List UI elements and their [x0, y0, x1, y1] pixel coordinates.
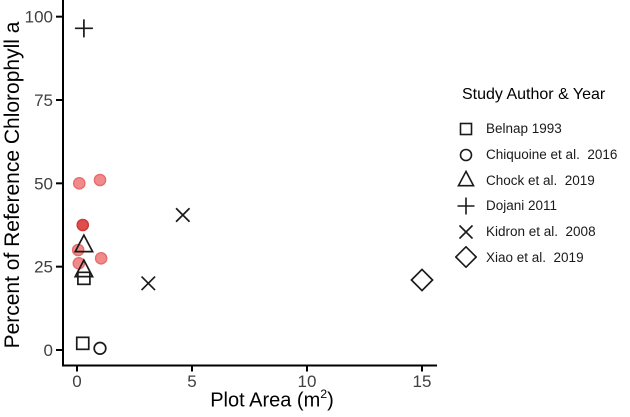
- legend-label: Kidron et al. 2008: [486, 224, 596, 240]
- legend-label: Belnap 1993: [486, 121, 562, 137]
- data-point-diamond: [410, 268, 434, 292]
- legend-item: Belnap 1993: [455, 116, 630, 142]
- legend-label: Chock et al. 2019: [486, 172, 595, 188]
- legend: Study Author & Year Belnap 1993 Chiquoine…: [455, 86, 630, 270]
- filled-data-point: [94, 252, 108, 265]
- y-tick-label: 100: [25, 8, 53, 27]
- y-tick-label: 50: [34, 174, 53, 193]
- legend-item: Chock et al. 2019: [455, 167, 630, 193]
- data-point-triangle: [73, 258, 95, 278]
- data-point-circle: [93, 341, 107, 355]
- legend-item: Dojani 2011: [455, 193, 630, 219]
- x-tick-label: 10: [298, 372, 317, 391]
- legend-marker-triangle-icon: [457, 169, 475, 187]
- legend-item: Xiao et al. 2019: [455, 244, 630, 270]
- data-point-x: [175, 207, 191, 223]
- data-point-square: [77, 271, 91, 286]
- y-tick-label: 75: [34, 91, 53, 110]
- legend-marker-square-icon: [459, 122, 473, 136]
- filled-data-point: [73, 177, 86, 190]
- legend-label: Chiquoine et al. 2016: [486, 147, 618, 163]
- x-axis-title: Plot Area (m2): [172, 386, 372, 413]
- legend-item: Chiquoine et al. 2016: [455, 142, 630, 168]
- data-point-square: [75, 336, 90, 351]
- legend-marker-x-icon: [458, 224, 474, 239]
- x-tick-label: 0: [72, 372, 81, 391]
- legend-label: Xiao et al. 2019: [486, 249, 584, 265]
- legend-marker-diamond-icon: [455, 246, 477, 269]
- data-point-triangle: [73, 233, 95, 253]
- legend-items: Belnap 1993 Chiquoine et al. 2016 Chock et…: [455, 116, 630, 270]
- filled-data-point: [93, 173, 107, 187]
- y-tick-label: 25: [34, 258, 53, 277]
- filled-data-point-dark: [76, 218, 90, 232]
- x-axis-title-text: Plot Area (m: [210, 389, 321, 412]
- x-tick-label: 15: [413, 372, 432, 391]
- y-axis-title: Percent of Reference Chlorophyll a: [1, 5, 27, 365]
- x-axis-title-close-paren: ): [327, 389, 334, 412]
- data-point-plus: [74, 19, 93, 38]
- legend-label: Dojani 2011: [486, 198, 558, 214]
- legend-item: Kidron et al. 2008: [455, 219, 630, 245]
- legend-marker-circle-icon: [459, 148, 473, 161]
- x-tick-label: 5: [187, 372, 196, 391]
- y-axis-title-text: Percent of Reference Chlorophyll a: [1, 21, 24, 349]
- y-tick-label: 0: [44, 341, 53, 360]
- x-axis-title-superscript: 2: [320, 386, 328, 401]
- legend-marker-plus-icon: [457, 197, 475, 215]
- legend-title: Study Author & Year: [462, 86, 606, 103]
- data-point-x: [140, 275, 156, 291]
